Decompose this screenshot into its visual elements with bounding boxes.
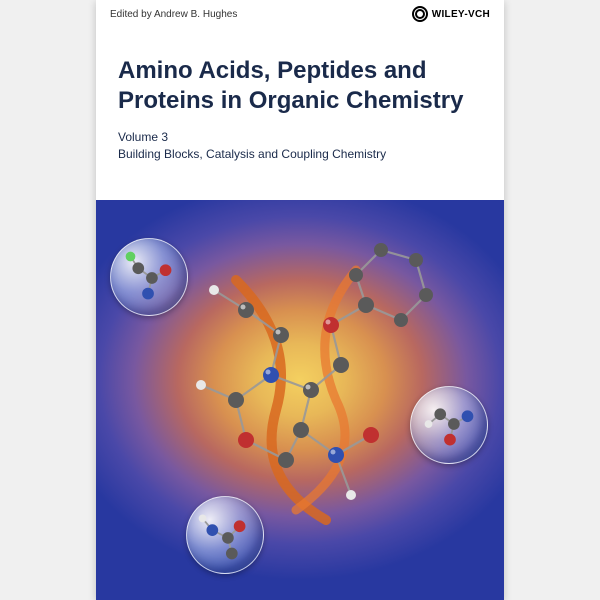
main-title: Amino Acids, Peptides and Proteins in Or… [118, 56, 482, 116]
editor-prefix: Edited by [110, 9, 152, 20]
editor-credit: Edited by Andrew B. Hughes [110, 9, 237, 20]
molecule-bubble-2 [410, 386, 488, 464]
editor-name: Andrew B. Hughes [154, 9, 237, 20]
title-line-2: Proteins in Organic Chemistry [118, 86, 482, 116]
publisher-mark-icon [412, 6, 428, 22]
title-block: Amino Acids, Peptides and Proteins in Or… [118, 56, 482, 161]
book-cover: Edited by Andrew B. Hughes WILEY-VCH Ami… [96, 0, 504, 600]
top-bar: Edited by Andrew B. Hughes WILEY-VCH [96, 0, 504, 28]
subtitle: Building Blocks, Catalysis and Coupling … [118, 147, 482, 161]
volume-number: Volume 3 [118, 130, 482, 144]
title-line-1: Amino Acids, Peptides and [118, 56, 482, 86]
molecule-bubble-1 [110, 238, 188, 316]
publisher-name: WILEY-VCH [432, 9, 490, 20]
publisher-logo: WILEY-VCH [412, 6, 490, 22]
cover-artwork [96, 200, 504, 600]
molecule-bubble-3 [186, 496, 264, 574]
